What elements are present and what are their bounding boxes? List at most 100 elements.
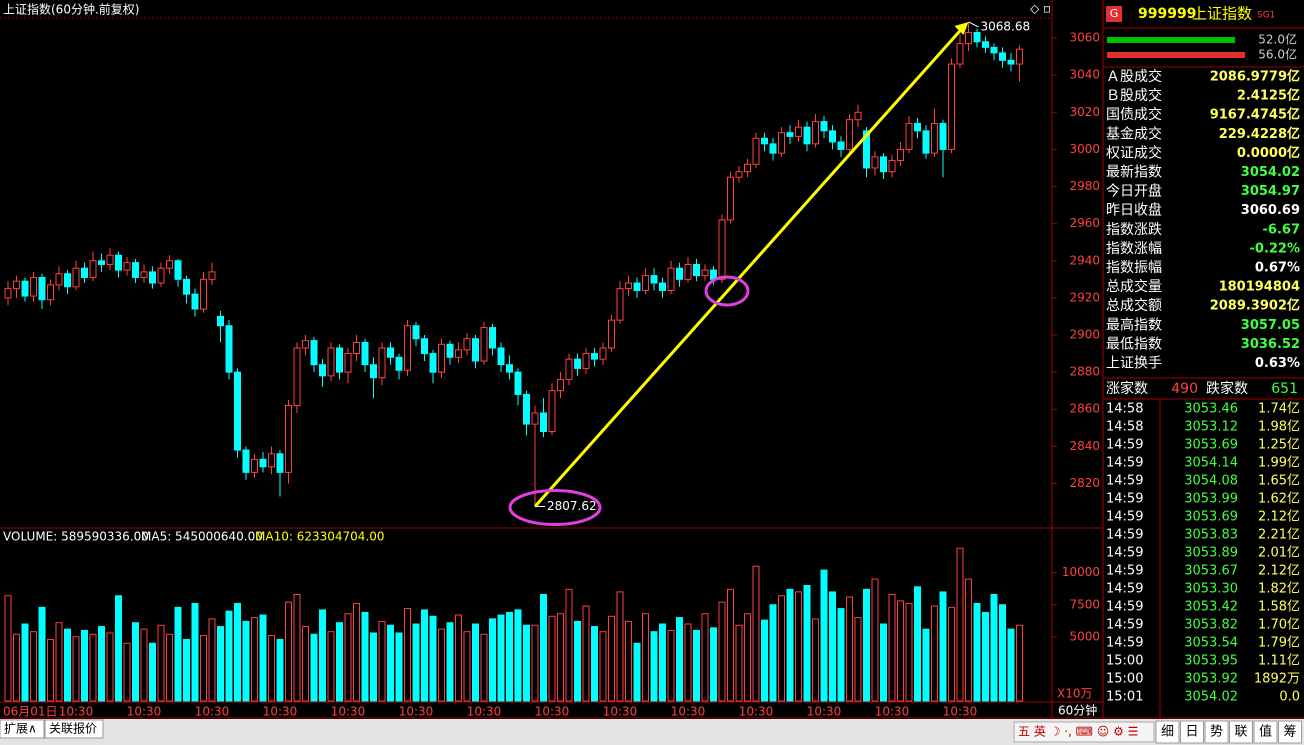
y-tick-label: 2920 <box>1069 290 1100 304</box>
volume-tick-label: 10000 <box>1062 565 1100 579</box>
toolbar-button-label[interactable]: 值 <box>1259 724 1272 740</box>
candle-body <box>4 288 12 299</box>
quote-label: 指数涨跌 <box>1106 222 1162 238</box>
x-tick-label: 10:30 <box>807 705 842 719</box>
candle-body <box>625 282 632 290</box>
candle-body <box>846 119 853 150</box>
candle-body <box>361 341 369 366</box>
tab-label[interactable]: 关联报价 <box>49 721 97 736</box>
volume-bar <box>982 611 989 702</box>
volume-bar <box>625 620 632 702</box>
trade-amount: 1.58亿 <box>1258 600 1300 615</box>
x-tick-label: 10:30 <box>127 705 162 719</box>
volume-bar <box>327 631 335 702</box>
volume-bar <box>13 633 20 702</box>
volume-bar <box>81 629 88 702</box>
candle-body <box>387 347 394 358</box>
candle-body <box>608 319 615 349</box>
candle-body <box>115 254 122 271</box>
volume-bar <box>463 631 471 702</box>
candle-body <box>752 137 760 165</box>
y-tick-label: 2840 <box>1069 439 1100 453</box>
volume-bar <box>115 595 122 702</box>
volume-unit: X10万 <box>1057 687 1093 701</box>
candle-body <box>472 338 479 362</box>
x-tick-label: 10:30 <box>603 705 638 719</box>
toolbar-button[interactable] <box>1155 720 1180 744</box>
volume-bar <box>769 604 777 702</box>
trade-price: 3053.30 <box>1184 582 1238 597</box>
volume-bar <box>701 613 709 702</box>
volume-bar <box>191 602 199 702</box>
candle-body <box>21 280 29 297</box>
quote-label: 权证成交 <box>1106 144 1162 161</box>
trade-amount: 0.0 <box>1279 690 1300 705</box>
ma5-label: MA5: 545000640.00 <box>141 530 263 544</box>
trade-time: 14:59 <box>1106 636 1143 651</box>
trade-price: 3053.69 <box>1184 438 1238 453</box>
volume-bar <box>404 608 411 702</box>
candle-body <box>319 364 326 377</box>
volume-bar <box>735 624 743 702</box>
candle-body <box>166 260 173 269</box>
candle-body <box>659 282 666 291</box>
toolbar-button-label[interactable]: 势 <box>1210 724 1223 740</box>
candle-body <box>616 288 624 321</box>
trade-time: 14:59 <box>1106 510 1143 525</box>
candle-body <box>1016 48 1023 65</box>
candle-body <box>786 132 794 137</box>
x-tick-label: 10:30 <box>875 705 910 719</box>
candle-body <box>718 219 726 280</box>
toolbar-button-label[interactable]: 筹 <box>1283 724 1296 740</box>
volume-bar <box>939 591 947 702</box>
toolbar-button[interactable] <box>1180 720 1204 744</box>
volume-bar <box>880 623 887 702</box>
tab[interactable] <box>44 719 104 739</box>
toolbar-button-label[interactable]: 联 <box>1234 725 1247 740</box>
sell-bar <box>1107 52 1245 58</box>
tab-label[interactable]: 扩展∧ <box>4 722 37 736</box>
icon[interactable]: ◇ ▫ <box>1030 2 1051 16</box>
quote-label: 昨日收盘 <box>1106 202 1162 219</box>
candle-body <box>200 278 207 310</box>
candle-body <box>302 340 309 349</box>
volume-bar <box>268 635 275 702</box>
tab[interactable] <box>0 719 45 739</box>
volume-bar <box>497 614 505 702</box>
trade-amount: 1892万 <box>1254 672 1300 687</box>
volume-bar <box>480 633 488 702</box>
advancers: 490 <box>1171 381 1198 397</box>
x-tick-label: 10:30 <box>331 705 366 719</box>
ime-toolbar[interactable] <box>1013 721 1155 743</box>
toolbar-button-label[interactable]: 细 <box>1161 725 1174 740</box>
toolbar-button[interactable] <box>1253 720 1278 744</box>
period-label[interactable]: 60分钟 <box>1058 703 1097 718</box>
y-tick-label: 3060 <box>1069 31 1100 45</box>
trade-amount: 1.11亿 <box>1258 654 1300 669</box>
y-tick-label: 2820 <box>1069 476 1100 490</box>
x-tick-label: 10:30 <box>739 705 774 719</box>
toolbar-button[interactable] <box>1278 720 1302 744</box>
volume-bar <box>829 591 836 702</box>
toolbar-button-label[interactable]: 日 <box>1185 725 1198 740</box>
candle-body <box>642 275 649 291</box>
candle-body <box>931 122 938 154</box>
volume-bar <box>540 593 547 702</box>
ime-icon[interactable]: 五 英 ☽ ·, ⌨ ☺ ⚙ ☰ <box>1018 725 1138 739</box>
candle-body <box>761 137 768 145</box>
trade-amount: 2.01亿 <box>1258 546 1300 561</box>
toolbar-button[interactable] <box>1229 720 1253 744</box>
breadth-label: 涨家数 <box>1106 380 1148 397</box>
low-label: 2807.62 <box>547 499 597 513</box>
candle-body <box>633 282 641 291</box>
candle-body <box>701 269 709 277</box>
volume-bar <box>803 585 811 702</box>
volume-bar <box>956 547 964 702</box>
volume-bar <box>965 578 972 702</box>
candle-body <box>285 405 292 473</box>
candle-body <box>854 111 862 121</box>
candle-body <box>591 353 598 360</box>
volume-bar <box>727 588 734 702</box>
toolbar-button[interactable] <box>1204 720 1229 744</box>
